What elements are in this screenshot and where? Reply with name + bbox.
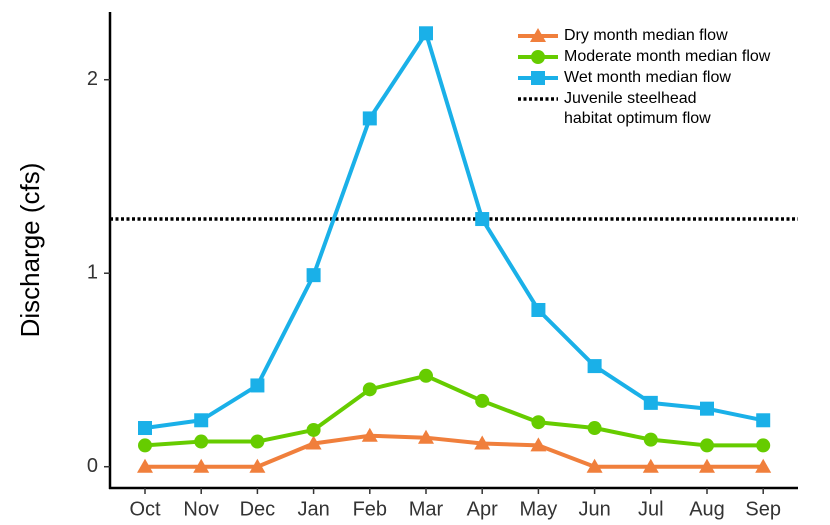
x-tick-label: Oct xyxy=(129,498,161,520)
point xyxy=(475,393,490,408)
point xyxy=(250,434,265,449)
point xyxy=(419,26,433,41)
point xyxy=(193,458,210,473)
point xyxy=(531,71,545,85)
point xyxy=(137,458,153,473)
point xyxy=(305,435,322,450)
series-line xyxy=(145,433,764,469)
legend-label: Wet month median flow xyxy=(564,69,731,86)
point xyxy=(475,212,490,227)
point xyxy=(643,395,658,410)
point xyxy=(306,268,321,283)
point xyxy=(194,413,209,428)
x-tick-label: Aug xyxy=(689,498,725,520)
point xyxy=(138,421,152,436)
point xyxy=(250,378,265,393)
point xyxy=(306,422,321,437)
point xyxy=(587,421,602,436)
y-axis-label: Discharge (cfs) xyxy=(15,163,45,338)
point xyxy=(756,438,771,453)
legend-label: Dry month median flow xyxy=(564,27,728,44)
x-tick-label: Nov xyxy=(183,498,219,520)
point xyxy=(755,458,772,473)
point xyxy=(194,434,209,449)
point xyxy=(700,438,714,453)
point xyxy=(700,401,714,416)
series-line xyxy=(144,373,764,448)
point xyxy=(474,435,491,450)
point xyxy=(138,438,152,453)
point xyxy=(530,437,547,452)
point xyxy=(249,458,266,473)
x-tick-label: Apr xyxy=(467,498,498,520)
series-line xyxy=(144,31,764,430)
point xyxy=(699,458,715,473)
x-tick-label: Dec xyxy=(240,498,276,520)
point xyxy=(587,359,602,374)
point xyxy=(361,427,378,442)
y-tick-label: 2 xyxy=(87,68,98,90)
point xyxy=(362,382,377,397)
point xyxy=(531,415,546,430)
x-tick-label: Mar xyxy=(409,498,444,520)
y-tick-label: 0 xyxy=(87,455,98,477)
point xyxy=(531,302,546,317)
x-tick-label: Jul xyxy=(638,498,664,520)
legend-label: habitat optimum flow xyxy=(564,110,711,127)
point xyxy=(586,458,603,473)
x-tick-label: Sep xyxy=(745,498,781,520)
point xyxy=(419,368,433,383)
point xyxy=(530,28,546,42)
x-tick-label: Feb xyxy=(353,498,387,520)
point xyxy=(643,432,658,447)
x-tick-label: Jan xyxy=(297,498,329,520)
legend-label: Moderate month median flow xyxy=(564,48,771,65)
point xyxy=(642,458,659,473)
point xyxy=(418,429,434,444)
point xyxy=(362,111,377,126)
y-tick-label: 1 xyxy=(87,262,98,284)
point xyxy=(531,50,545,64)
x-tick-label: May xyxy=(520,498,558,520)
x-tick-label: Jun xyxy=(578,498,610,520)
legend-label: Juvenile steelhead xyxy=(564,90,697,107)
point xyxy=(756,413,771,428)
